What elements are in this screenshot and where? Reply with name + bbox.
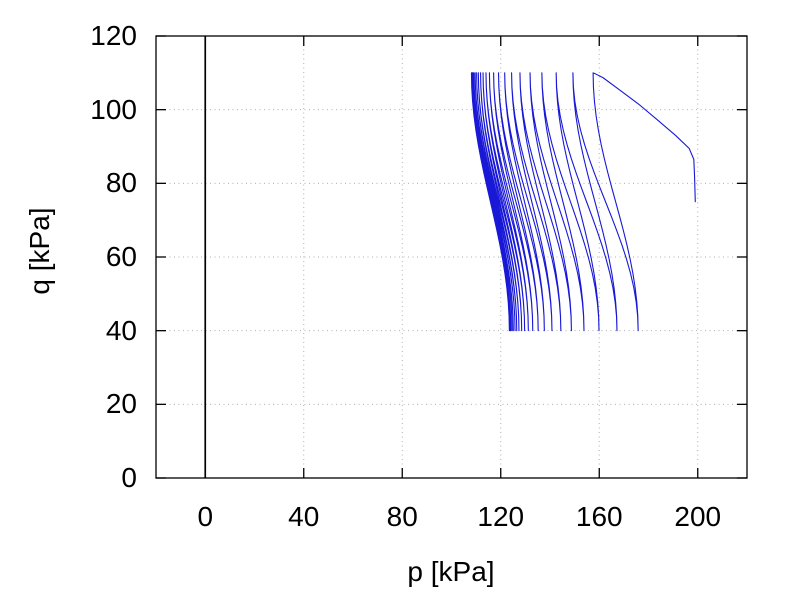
plot-border (155, 35, 748, 479)
x-tick-label: 200 (674, 501, 722, 532)
x-tick-label: 160 (575, 501, 623, 532)
y-tick-label: 80 (105, 167, 137, 199)
y-tick-label: 20 (105, 388, 137, 420)
x-axis-title: p [kPa] (407, 556, 495, 587)
x-tick-label: 80 (386, 501, 418, 532)
y-tick-label: 100 (90, 93, 137, 125)
stress-path-curve (470, 72, 696, 332)
x-tick-label: 120 (477, 501, 525, 532)
y-tick-label: 0 (121, 462, 137, 493)
y-tick-label: 60 (105, 241, 137, 272)
y-tick-label: 120 (90, 20, 137, 51)
x-tick-label: 40 (288, 501, 320, 532)
y-tick-label: 40 (105, 314, 137, 346)
x-tick-label: 0 (197, 501, 214, 532)
y-axis-title: q [kPa] (24, 207, 55, 295)
